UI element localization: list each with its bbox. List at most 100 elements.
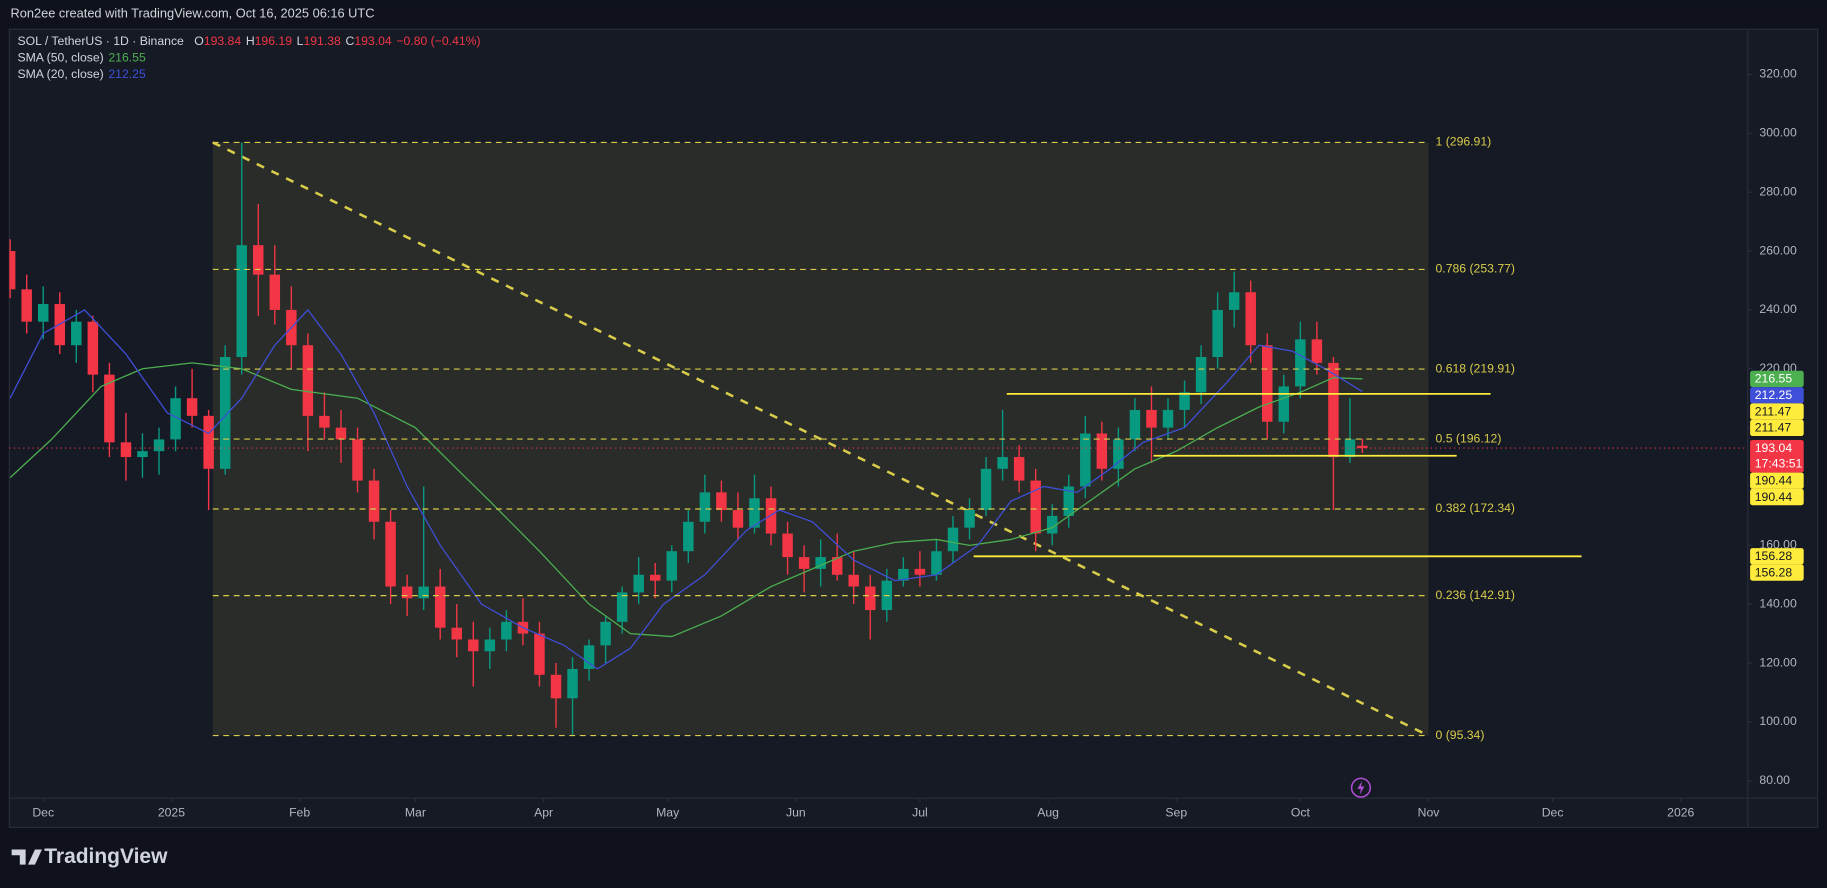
candle-body xyxy=(368,480,380,522)
x-tick-label: Nov xyxy=(1418,806,1441,820)
x-tick-label: May xyxy=(656,806,680,820)
candle-body xyxy=(1245,292,1256,346)
x-tick-label: 2026 xyxy=(1667,806,1694,820)
price-tag-label: 211.47 xyxy=(1755,404,1792,418)
x-tick-label: Oct xyxy=(1291,806,1311,820)
x-tick-label: Dec xyxy=(32,806,54,820)
candle-body xyxy=(484,639,496,652)
candle-body xyxy=(749,498,760,528)
candle-body xyxy=(1046,515,1058,534)
candle-body xyxy=(1311,339,1323,363)
candle-body xyxy=(583,645,595,669)
candle-body xyxy=(997,457,1008,469)
candle-body xyxy=(1162,409,1174,428)
candle-body xyxy=(170,398,181,440)
ohlc-name: C xyxy=(346,34,355,48)
candle-body xyxy=(666,551,678,581)
ohlc-value: 193.04 xyxy=(354,34,392,48)
candle-body xyxy=(716,492,727,511)
y-tick-label: 280.00 xyxy=(1759,184,1797,198)
x-tick-label: Jul xyxy=(912,806,928,820)
candle-body xyxy=(451,627,462,640)
watermark: TradingView xyxy=(11,845,168,868)
price-tag-label: 156.28 xyxy=(1755,549,1793,563)
y-tick-label: 140.00 xyxy=(1759,596,1797,610)
candle-body xyxy=(649,574,661,581)
candle-body xyxy=(964,510,975,528)
candle-body xyxy=(616,592,628,622)
trend-line xyxy=(212,141,1430,737)
x-tick-label: Aug xyxy=(1037,806,1059,820)
y-tick-label: 240.00 xyxy=(1759,302,1797,316)
candle-body xyxy=(1195,357,1207,393)
candle-body xyxy=(633,574,644,593)
fib-label: 0.5 (196.12) xyxy=(1436,431,1502,445)
sma-line xyxy=(9,362,1363,638)
x-tick-label: Feb xyxy=(289,806,310,820)
candle-body xyxy=(203,415,214,469)
sma-name: SMA (20, close) xyxy=(17,67,103,81)
candle-body xyxy=(1328,362,1339,458)
candle-body xyxy=(550,674,562,699)
sma-legend: SMA (20, close) 212.25 xyxy=(17,67,145,81)
price-tag xyxy=(1750,387,1804,404)
candle-body xyxy=(732,510,744,528)
candle-body xyxy=(1179,392,1190,410)
candle-body xyxy=(699,492,711,522)
y-tick-label: 80.00 xyxy=(1759,773,1790,787)
candle-body xyxy=(120,442,132,458)
price-tag xyxy=(1750,564,1804,581)
candle-body xyxy=(1262,345,1273,422)
ohlc-value: 196.19 xyxy=(255,34,293,48)
candle-body xyxy=(468,639,479,652)
x-tick-label: 2025 xyxy=(158,806,185,820)
candle-body xyxy=(534,633,545,675)
candle-body xyxy=(1344,439,1356,458)
candle-body xyxy=(815,557,826,569)
price-tag xyxy=(1750,419,1804,437)
event-icon[interactable] xyxy=(1350,777,1372,798)
ohlc-name: H xyxy=(246,34,255,48)
candle-body xyxy=(1212,309,1223,358)
x-tick-label: Dec xyxy=(1542,806,1564,820)
sma-legend: SMA (50, close) 216.55 xyxy=(17,51,145,65)
candle-body xyxy=(401,586,413,599)
sma-name: SMA (50, close) xyxy=(17,51,103,65)
sma-line xyxy=(9,308,1363,670)
sma-value: 212.25 xyxy=(108,67,146,81)
price-tag-label: 156.28 xyxy=(1755,565,1793,579)
candle-body xyxy=(253,245,264,275)
fib-label: 0.236 (142.91) xyxy=(1436,588,1515,602)
candle-body xyxy=(236,245,247,358)
candle-body xyxy=(600,621,611,646)
y-tick-label: 100.00 xyxy=(1759,714,1797,728)
candle-body xyxy=(898,568,909,581)
x-tick-label: Apr xyxy=(534,806,553,820)
ohlc-value: 191.38 xyxy=(303,34,341,48)
candle-body xyxy=(501,621,512,640)
price-tag xyxy=(1750,439,1804,473)
candle-body xyxy=(385,521,396,587)
candle-body xyxy=(947,527,959,552)
candle-body xyxy=(9,251,16,290)
candle-body xyxy=(21,289,32,322)
x-tick-label: Mar xyxy=(405,806,426,820)
candle-body xyxy=(186,398,198,416)
candle-body xyxy=(1080,433,1091,487)
y-tick-label: 320.00 xyxy=(1759,67,1797,81)
candle-body xyxy=(1013,457,1025,481)
candle-body xyxy=(1146,409,1157,428)
candle-body xyxy=(865,586,876,611)
ohlc-value: 193.84 xyxy=(204,34,242,48)
countdown: 17:43:51 xyxy=(1755,457,1803,471)
candle-body xyxy=(269,274,281,310)
candle-body xyxy=(71,321,82,346)
price-tag-label: 190.44 xyxy=(1755,474,1793,488)
price-tag-label: 193.04 xyxy=(1755,441,1793,455)
price-tag xyxy=(1750,370,1804,388)
candle-body xyxy=(434,586,446,628)
x-tick-label: Jun xyxy=(786,806,806,820)
candle-body xyxy=(302,345,314,416)
symbol-legend: SOL / TetherUS · 1D · Binance O193.84 H19… xyxy=(17,34,480,48)
